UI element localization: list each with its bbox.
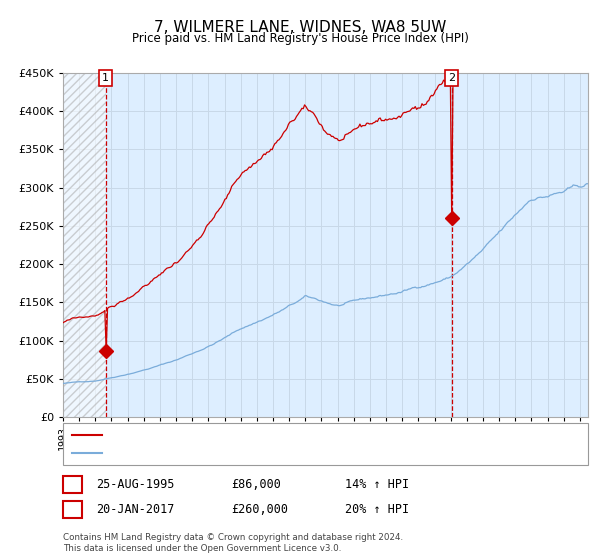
Text: 7, WILMERE LANE, WIDNES, WA8 5UW (detached house): 7, WILMERE LANE, WIDNES, WA8 5UW (detach… [108, 430, 417, 440]
Bar [63, 73, 106, 417]
Text: 25-AUG-1995: 25-AUG-1995 [96, 478, 175, 491]
Text: HPI: Average price, detached house, Halton: HPI: Average price, detached house, Halt… [108, 448, 346, 458]
Text: 14% ↑ HPI: 14% ↑ HPI [345, 478, 409, 491]
Text: 20-JAN-2017: 20-JAN-2017 [96, 503, 175, 516]
Text: 7, WILMERE LANE, WIDNES, WA8 5UW: 7, WILMERE LANE, WIDNES, WA8 5UW [154, 20, 446, 35]
Text: Price paid vs. HM Land Registry's House Price Index (HPI): Price paid vs. HM Land Registry's House … [131, 32, 469, 45]
Text: Contains HM Land Registry data © Crown copyright and database right 2024.
This d: Contains HM Land Registry data © Crown c… [63, 533, 403, 553]
Text: 2: 2 [448, 73, 455, 83]
Text: 20% ↑ HPI: 20% ↑ HPI [345, 503, 409, 516]
Text: 2: 2 [69, 503, 76, 516]
Text: 1: 1 [69, 478, 76, 491]
Text: 1: 1 [102, 73, 109, 83]
Text: £260,000: £260,000 [231, 503, 288, 516]
Text: £86,000: £86,000 [231, 478, 281, 491]
